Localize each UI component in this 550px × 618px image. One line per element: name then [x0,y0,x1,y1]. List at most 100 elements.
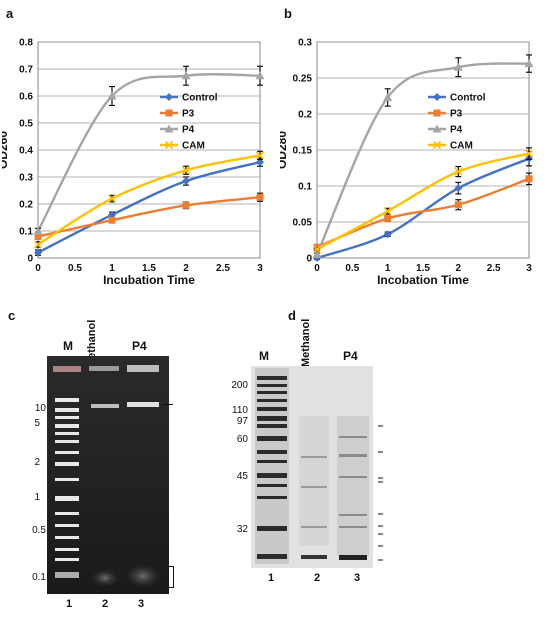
chart-b-ytick-label: 0 [306,254,312,265]
chart-b-legend-marker [432,124,442,133]
chart-a-legend-marker [165,93,173,101]
chart-b-od280: 0 0.05 0.1 0.15 0.2 0.25 0.3 0 0.5 1 1.5 2 2.5 3 Incob… [280,38,534,287]
chart-a-xlabel: Incubation Time [103,273,195,287]
panel-letter-c: c [8,308,16,323]
chart-b-legend-label: CAM [450,141,473,152]
chart-b-xtick-label: 2 [456,263,462,274]
chart-a-ytick-label: 0.8 [19,38,33,49]
chart-a-series-line-p4 [36,73,261,232]
chart-a-xtick-label: 3 [257,263,263,274]
chart-b-legend-marker [432,140,442,150]
chart-a-ytick-label: 0.3 [19,173,33,184]
chart-b-legend-label: P3 [450,109,463,120]
chart-a-legend-marker [164,140,174,150]
chart-a-ytick-label: 0.6 [19,92,33,103]
chart-b-point-p3 [313,243,321,251]
chart-b-series-line-p4 [315,62,530,255]
chart-b-xlabel: Incobation Time [377,273,469,287]
chart-a-xtick-label: 0 [35,263,41,274]
chart-a-ytick-label: 0.5 [19,119,33,130]
chart-b-xtick-label: 1.5 [416,263,430,274]
chart-b-point-p4 [383,92,393,101]
chart-b-point-p4 [524,59,534,68]
chart-a-series-line-p3 [37,196,261,238]
gel-d-marker-60: 60 [236,434,248,445]
gel-d-lane-header-p4: P4 [343,349,358,363]
gel-d-ladder [257,376,287,559]
gel-c-marker-5: 5 [34,418,40,429]
chart-b-point-p4 [453,62,463,71]
chart-a-od260: 0 0.1 0.2 0.3 0.4 0.5 0.6 0.7 0.8 0 0.5 1 1.5 2 2.5 3 In… [2,38,265,287]
chart-b-point-cam [383,207,392,216]
chart-a-point-cam [181,166,191,175]
chart-b-ylabel: OD280 [280,131,289,169]
chart-a-point-cam [107,194,117,203]
gel-d-lane2-bands [301,456,327,528]
chart-a-ytick-label: 0.7 [19,65,33,76]
gel-c-lane3-band [127,402,159,407]
chart-a-point-p4 [33,226,43,235]
gel-c-marker-0-5: 0.5 [32,525,46,536]
chart-a-point-control [34,248,42,257]
chart-b-legend-label: Control [450,93,486,104]
chart-b-point-control [383,230,392,239]
chart-a-point-p4 [107,91,117,100]
chart-b-ytick-label: 0.2 [298,110,312,121]
chart-a-xtick-label: 1.5 [142,263,156,274]
chart-a-legend-label: Control [182,93,218,104]
gel-c-marker-2: 2 [34,457,40,468]
gel-d-lane3-bands [339,436,367,528]
gel-d-marker-200: 200 [231,380,248,391]
chart-a-ytick-label: 0.2 [19,200,33,211]
gel-d-marker-97: 97 [236,416,248,427]
chart-a-legend-marker [164,124,174,133]
chart-b-ytick-label: 0.1 [298,182,312,193]
gel-d-lane-number-3: 3 [354,572,361,584]
gel-c-lane-header-marker: M [63,339,73,353]
chart-a-series-line-cam [37,154,261,246]
chart-a-xtick-label: 2.5 [216,263,230,274]
panel-letter-d: d [288,308,296,323]
chart-a-point-p3 [256,193,264,201]
gel-c-lane3-smear [125,564,161,588]
chart-b-point-p3 [454,201,462,209]
chart-b-ytick-label: 0.25 [293,74,313,85]
gel-d-marker-110: 110 [232,405,248,416]
chart-a-xtick-label: 0.5 [68,263,82,274]
chart-b-point-p4 [312,249,322,258]
chart-b-legend-label: P4 [450,125,463,136]
gel-c-marker-1: 1 [34,492,40,503]
chart-a-ytick-label: 0.1 [19,227,33,238]
chart-b-xtick-label: 0.5 [345,263,359,274]
chart-b-point-p3 [525,175,533,183]
chart-a-point-p4 [255,71,265,80]
chart-a-ylabel: OD260 [2,131,10,169]
gel-c-lane-number-3: 3 [138,598,145,610]
chart-b-ytick-label: 0.05 [293,218,313,229]
gel-c-lane-number-2: 2 [102,598,109,610]
chart-a-point-cam [33,240,43,249]
gel-d-lane-header-methanol: Methanol [300,318,312,367]
chart-a-legend-label: CAM [182,141,205,152]
gel-c-lane-number-1: 1 [66,598,73,610]
gel-d-band-ticks [378,425,383,561]
chart-b-xtick-label: 2.5 [487,263,501,274]
chart-b-xtick-label: 1 [385,263,391,274]
chart-a-ytick-label: 0 [27,254,33,265]
chart-b-ytick-label: 0.3 [298,38,312,49]
chart-b-point-cam [454,167,463,176]
gel-c-marker-10: 10 [34,403,46,414]
chart-a-xtick-label: 2 [183,263,189,274]
chart-a-legend-marker [165,109,173,117]
chart-b-point-control [454,184,463,193]
gel-c-lane-header-p4: P4 [132,339,147,353]
chart-a-series-line-control [37,160,261,254]
chart-b-legend-marker [433,93,441,101]
gel-d-lane-number-1: 1 [268,572,275,584]
gel-d-image [251,366,373,568]
chart-a-point-p3 [108,216,116,224]
chart-a-legend-label: P3 [182,109,195,120]
chart-a-point-control [256,158,264,167]
chart-b-series-line-cam [316,152,530,251]
gel-c-lane2-band [91,404,119,408]
